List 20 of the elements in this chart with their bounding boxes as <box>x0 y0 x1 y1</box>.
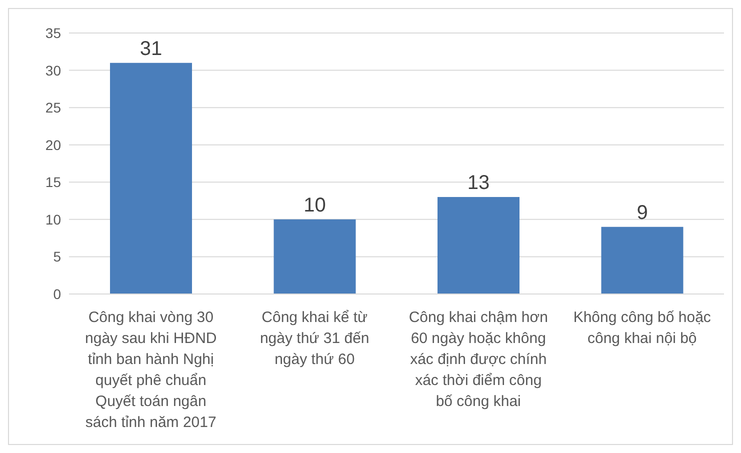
y-tick-label: 20 <box>45 136 62 153</box>
y-tick-label: 35 <box>45 24 62 41</box>
bar <box>601 226 684 294</box>
x-tick-label: Công khai kể từ ngày thứ 31 đến ngày thứ 60 <box>260 309 370 368</box>
x-tick-label: Công khai vòng 30 ngày sau khi HĐND tỉnh ban hành Nghị quyết phê chuẩn Quyết toán ngân sách tỉnh năm 2017 <box>85 309 217 431</box>
data-label: 10 <box>304 194 326 216</box>
y-tick-label: 5 <box>53 248 62 265</box>
bar <box>110 62 192 294</box>
y-tick-label: 0 <box>53 286 62 302</box>
data-label: 31 <box>140 38 162 60</box>
y-tick-label: 15 <box>45 174 62 190</box>
x-tick-label: Công khai chậm hơn 60 ngày hoặc không xác định được chính xác thời điểm công bố công khai <box>408 309 548 410</box>
y-tick-label: 30 <box>45 62 62 78</box>
y-tick-label: 10 <box>45 211 62 228</box>
data-label: 13 <box>467 172 490 194</box>
bar <box>438 197 520 294</box>
y-tick-label: 25 <box>45 100 62 116</box>
bar <box>274 219 356 294</box>
x-tick-label: Không công bố hoặc công khai nội bộ <box>573 309 712 347</box>
data-label: 9 <box>636 202 648 224</box>
